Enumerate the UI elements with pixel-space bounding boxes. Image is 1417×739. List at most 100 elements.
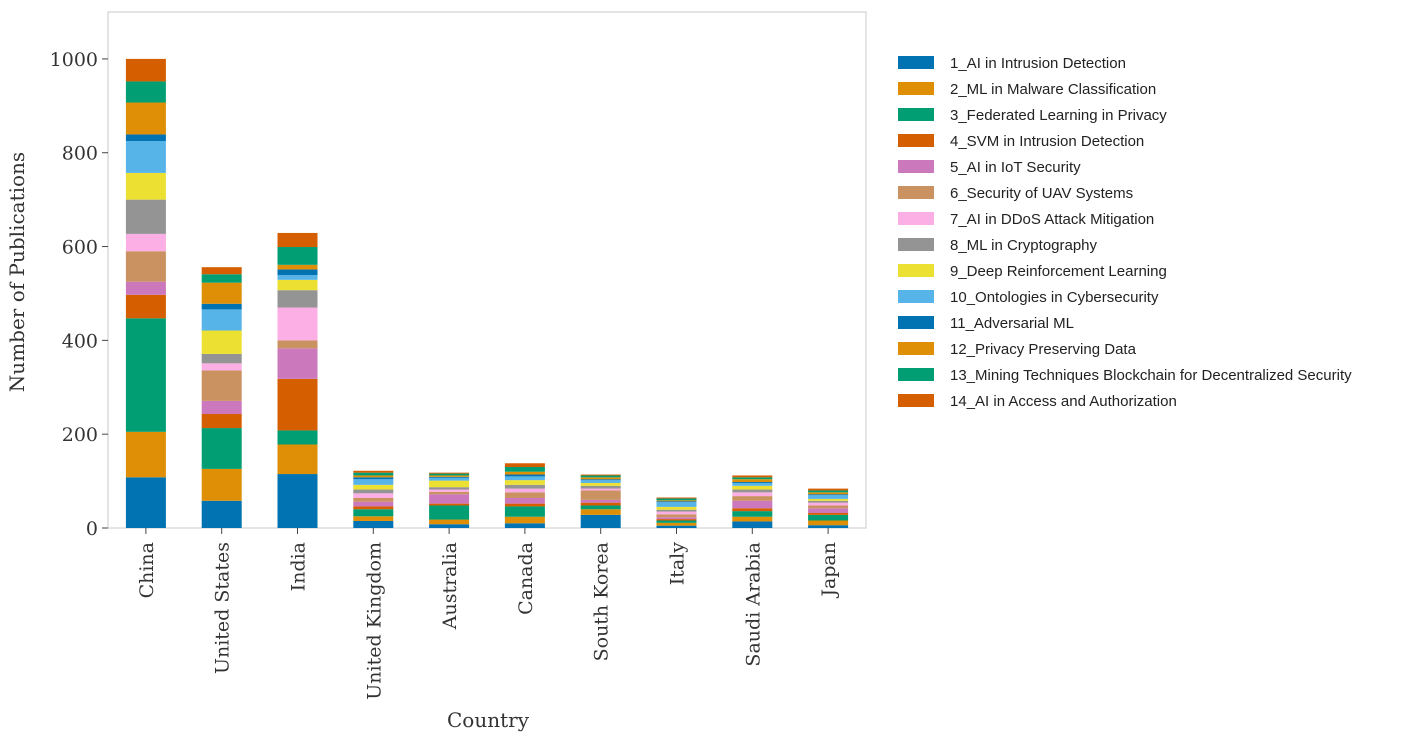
bar-segment-10	[353, 479, 394, 485]
bar-segment-4	[201, 414, 242, 429]
bar-segment-12	[353, 475, 394, 478]
legend-swatch	[898, 264, 934, 277]
bar-segment-4	[732, 508, 773, 512]
bar-segment-6	[201, 370, 242, 401]
bar-segment-2	[656, 522, 697, 526]
bar-segment-11	[808, 494, 849, 496]
bar-segment-2	[353, 516, 394, 521]
bar-segment-8	[808, 500, 849, 503]
bar-segment-1	[580, 514, 621, 528]
bar-segment-8	[201, 353, 242, 364]
bar-segment-1	[201, 500, 242, 528]
bar-segment-1	[353, 520, 394, 528]
bar-segment-5	[656, 517, 697, 520]
bar-segment-8	[429, 487, 470, 490]
bar-segment-9	[277, 279, 318, 291]
legend-swatch	[898, 212, 934, 225]
bar-segment-7	[580, 488, 621, 491]
bar-segment-13	[277, 247, 318, 265]
legend-swatch	[898, 238, 934, 251]
bar-segment-3	[732, 511, 773, 517]
bar-segment-7	[656, 511, 697, 515]
x-tick-label: Saudi Arabia	[742, 542, 764, 667]
bar-segment-13	[201, 274, 242, 283]
bar-segment-2	[732, 516, 773, 522]
bar-segment-9	[353, 484, 394, 490]
legend-label: 11_Adversarial ML	[950, 315, 1074, 332]
legend-label: 12_Privacy Preserving Data	[950, 341, 1137, 358]
legend-label: 1_AI in Intrusion Detection	[950, 55, 1126, 72]
bar-segment-1	[808, 525, 849, 528]
bar-segment-7	[429, 489, 470, 492]
bar-segment-1	[504, 523, 545, 528]
x-tick-label: Canada	[515, 542, 537, 615]
bar-segment-1	[732, 521, 773, 528]
bar-segment-12	[580, 477, 621, 480]
bar-segment-4	[277, 378, 318, 431]
bar-segment-7	[277, 307, 318, 341]
legend-swatch	[898, 186, 934, 199]
bar-segment-2	[277, 444, 318, 475]
bar-segment-6	[656, 514, 697, 518]
bar-segment-3	[504, 506, 545, 517]
bar-segment-10	[656, 502, 697, 507]
bar-segment-5	[429, 494, 470, 504]
bar-segment-12	[656, 500, 697, 502]
legend-swatch	[898, 108, 934, 121]
x-tick-label: United Kingdom	[363, 542, 385, 700]
bar-segment-9	[201, 330, 242, 354]
bar-segment-10	[125, 141, 166, 173]
bar-segment-12	[504, 471, 545, 475]
bar-segment-1	[429, 524, 470, 528]
bar-segment-14	[353, 470, 394, 473]
bar-segment-5	[353, 501, 394, 507]
bar-segment-5	[201, 400, 242, 415]
plot-area	[107, 11, 867, 529]
bar-segment-2	[201, 468, 242, 501]
bar-segment-14	[656, 497, 697, 499]
bar-segment-14	[277, 232, 318, 248]
bar-segment-12	[125, 102, 166, 135]
bar-segment-3	[277, 430, 318, 445]
bar-segment-12	[277, 264, 318, 270]
bar-segment-4	[125, 294, 166, 319]
bar-segment-10	[201, 309, 242, 331]
bar-segment-2	[580, 509, 621, 515]
x-tick-label: United States	[212, 542, 234, 674]
bar-segment-14	[201, 267, 242, 275]
legend-swatch	[898, 290, 934, 303]
legend-label: 14_AI in Access and Authorization	[950, 393, 1177, 410]
bar-segment-13	[580, 475, 621, 478]
bar-segment-3	[580, 505, 621, 510]
bar-segment-6	[808, 505, 849, 509]
bar-segment-1	[125, 477, 166, 528]
bar-segment-13	[656, 498, 697, 501]
legend-label: 5_AI in IoT Security	[950, 159, 1081, 176]
bar-segment-2	[504, 516, 545, 524]
x-tick-label: China	[136, 542, 158, 598]
bar-segment-11	[125, 134, 166, 141]
y-axis: 0 200 400 600 800 1000	[50, 49, 108, 540]
bar-segment-3	[656, 520, 697, 523]
legend-label: 13_Mining Techniques Blockchain for Dece…	[950, 367, 1352, 384]
legend-label: 3_Federated Learning in Privacy	[950, 107, 1167, 124]
bar-segment-5	[125, 281, 166, 295]
bar-segment-8	[277, 290, 318, 308]
bar-segment-8	[125, 199, 166, 234]
bar-segment-3	[808, 514, 849, 521]
bar-segment-3	[201, 428, 242, 469]
bar-segment-4	[504, 503, 545, 507]
y-tick-label: 1000	[50, 49, 98, 71]
bar-segment-4	[580, 502, 621, 506]
bar-segment-14	[429, 472, 470, 474]
bar-segment-6	[580, 490, 621, 500]
x-axis: China United States India United Kingdom Aus…	[136, 528, 840, 700]
y-tick-label: 600	[62, 237, 98, 259]
bar-segment-10	[732, 482, 773, 486]
bar-segment-8	[580, 485, 621, 489]
bar-segment-11	[353, 477, 394, 480]
y-tick-label: 400	[62, 330, 98, 352]
bar-segment-9	[808, 498, 849, 501]
legend-swatch	[898, 160, 934, 173]
legend-label: 10_Ontologies in Cybersecurity	[950, 289, 1159, 306]
